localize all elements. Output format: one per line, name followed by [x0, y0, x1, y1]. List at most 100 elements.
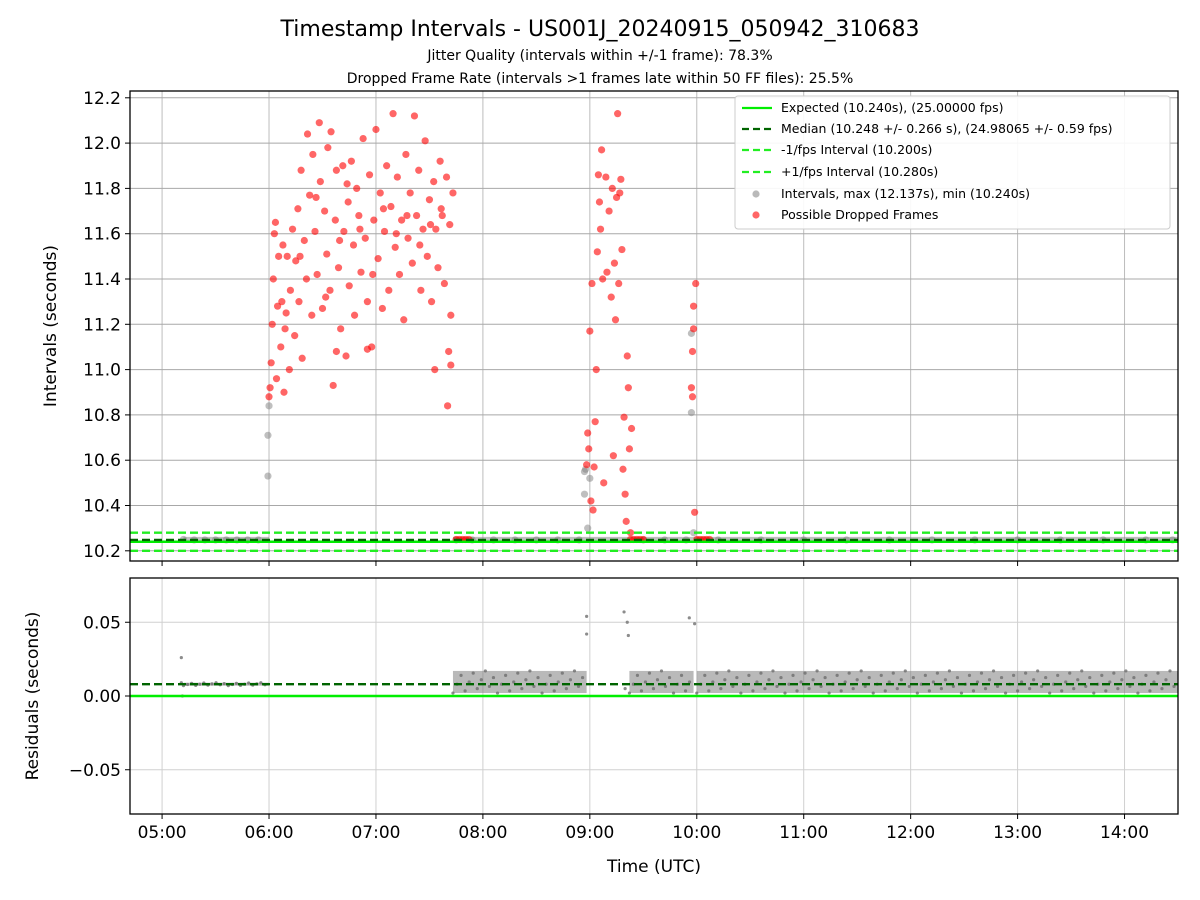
dropped-frame-point — [279, 241, 287, 249]
dropped-frame-point — [590, 463, 598, 471]
dropped-frame-point — [266, 384, 274, 392]
residuals-residual-point — [995, 684, 1000, 689]
residuals-residual-point — [1024, 671, 1028, 675]
dropped-frame-point — [423, 252, 431, 260]
dropped-frame-point — [427, 298, 436, 306]
dropped-frame-point — [614, 110, 622, 118]
legend: Expected (10.240s), (25.00000 fps) Media… — [734, 95, 1171, 230]
dropped-frame-point — [309, 150, 317, 159]
residuals-residual-point — [731, 684, 735, 689]
dropped-frame-point — [267, 359, 275, 367]
residuals-residual-point — [787, 682, 791, 686]
residuals-residual-point — [234, 681, 239, 685]
legend-marker-dropped — [752, 211, 760, 219]
dropped-frame-point — [607, 293, 615, 301]
intervals-ytick-label: 12.2 — [83, 89, 121, 109]
residuals-residual-point — [711, 680, 715, 684]
dropped-frame-point — [272, 375, 281, 383]
residuals-residual-point — [671, 691, 676, 695]
dropped-frame-point — [437, 205, 445, 213]
residuals-residual-point — [951, 684, 956, 689]
residuals-residual-point — [959, 691, 964, 695]
residuals-residual-point — [467, 680, 471, 684]
residuals-residual-point — [1164, 678, 1168, 682]
dropped-frame-point — [361, 234, 369, 242]
xtick-label: 14:00 — [1100, 823, 1149, 843]
residuals-residual-point — [943, 678, 948, 682]
residuals-residual-point — [536, 675, 540, 680]
residuals-residual-point — [871, 691, 875, 695]
dropped-frame-point — [446, 221, 454, 229]
dropped-frame-point — [596, 225, 605, 233]
residuals-residual-point — [1108, 680, 1112, 684]
dropped-frame-point — [583, 461, 591, 469]
residuals-residual-point — [1168, 669, 1172, 673]
legend-label-intervals: Intervals, max (12.137s), min (10.240s) — [781, 186, 1030, 201]
dropped-frame-point — [688, 393, 697, 401]
residuals-residual-point — [807, 687, 811, 691]
residuals-reference-lines — [130, 683, 1178, 698]
residuals-residual-point — [911, 675, 915, 680]
dropped-frame-point — [402, 150, 410, 159]
residuals-residual-point — [723, 678, 727, 682]
residuals-residual-point — [524, 678, 528, 682]
dropped-frame-point — [281, 325, 289, 333]
intervals-ytick-label: 10.2 — [83, 542, 121, 562]
residuals-residual-point — [939, 687, 943, 691]
dropped-frame-point — [300, 236, 308, 245]
dropped-frame-point — [275, 252, 283, 260]
residuals-residual-point — [1100, 673, 1104, 677]
residuals-residual-point — [1116, 687, 1120, 691]
dropped-frame-point — [318, 304, 327, 313]
intervals-grid — [130, 91, 1178, 561]
residuals-residual-point — [695, 691, 699, 695]
residuals-residual-point — [210, 682, 214, 686]
residuals-residual-point — [915, 691, 919, 695]
residuals-residual-point — [635, 673, 640, 677]
dropped-frame-point — [599, 275, 607, 283]
dropped-frame-point — [421, 137, 429, 145]
residuals-residual-point — [811, 678, 815, 682]
residuals-residual-point — [1160, 687, 1164, 691]
residuals-residual-point — [719, 687, 723, 691]
residuals-residual-point — [520, 687, 524, 691]
residuals-residual-point — [887, 680, 891, 684]
residuals-residual-point — [1068, 671, 1072, 675]
xtick-label: 12:00 — [886, 823, 935, 843]
dropped-frame-point — [687, 384, 696, 392]
residuals-residual-point — [1092, 691, 1096, 695]
residuals-residual-point — [1112, 671, 1116, 675]
residuals-residual-point — [495, 691, 500, 695]
dropped-frame-point — [425, 196, 434, 204]
residuals-residual-point — [715, 671, 719, 675]
residuals-residual-point — [627, 691, 632, 695]
residuals-residual-point — [1032, 678, 1036, 682]
dropped-frame-point — [344, 198, 352, 206]
residuals-residual-point — [568, 678, 573, 682]
dropped-frame-point — [419, 225, 427, 233]
dropped-frame-point — [369, 270, 377, 279]
residuals-residual-point — [739, 691, 743, 695]
residuals-residual-point — [855, 678, 859, 682]
residuals-residual-point — [651, 687, 656, 691]
dropped-frame-point — [277, 343, 285, 351]
residuals-residual-point — [1020, 680, 1024, 684]
dropped-frame-point — [324, 144, 332, 152]
dropped-frame-point — [280, 388, 288, 396]
dropped-frame-point — [625, 445, 634, 453]
residual-point — [585, 614, 589, 618]
legend-label-dropped: Possible Dropped Frames — [781, 207, 938, 222]
residuals-ylabel: Residuals (seconds) — [23, 612, 43, 781]
residuals-residual-point — [508, 689, 512, 693]
dropped-frame-point — [611, 316, 620, 324]
dropped-frame-point — [332, 347, 340, 356]
dropped-frame-point — [315, 119, 323, 127]
legend-label-expected: Expected (10.240s), (25.00000 fps) — [781, 100, 1003, 115]
dropped-frame-point — [326, 286, 334, 294]
residuals-residual-point — [687, 680, 692, 684]
residuals-residual-point — [935, 671, 939, 675]
dropped-frame-point — [444, 402, 452, 410]
residuals-residual-point — [971, 689, 976, 693]
residuals-residual-point — [560, 671, 564, 675]
dropped-frame-point — [616, 189, 624, 197]
